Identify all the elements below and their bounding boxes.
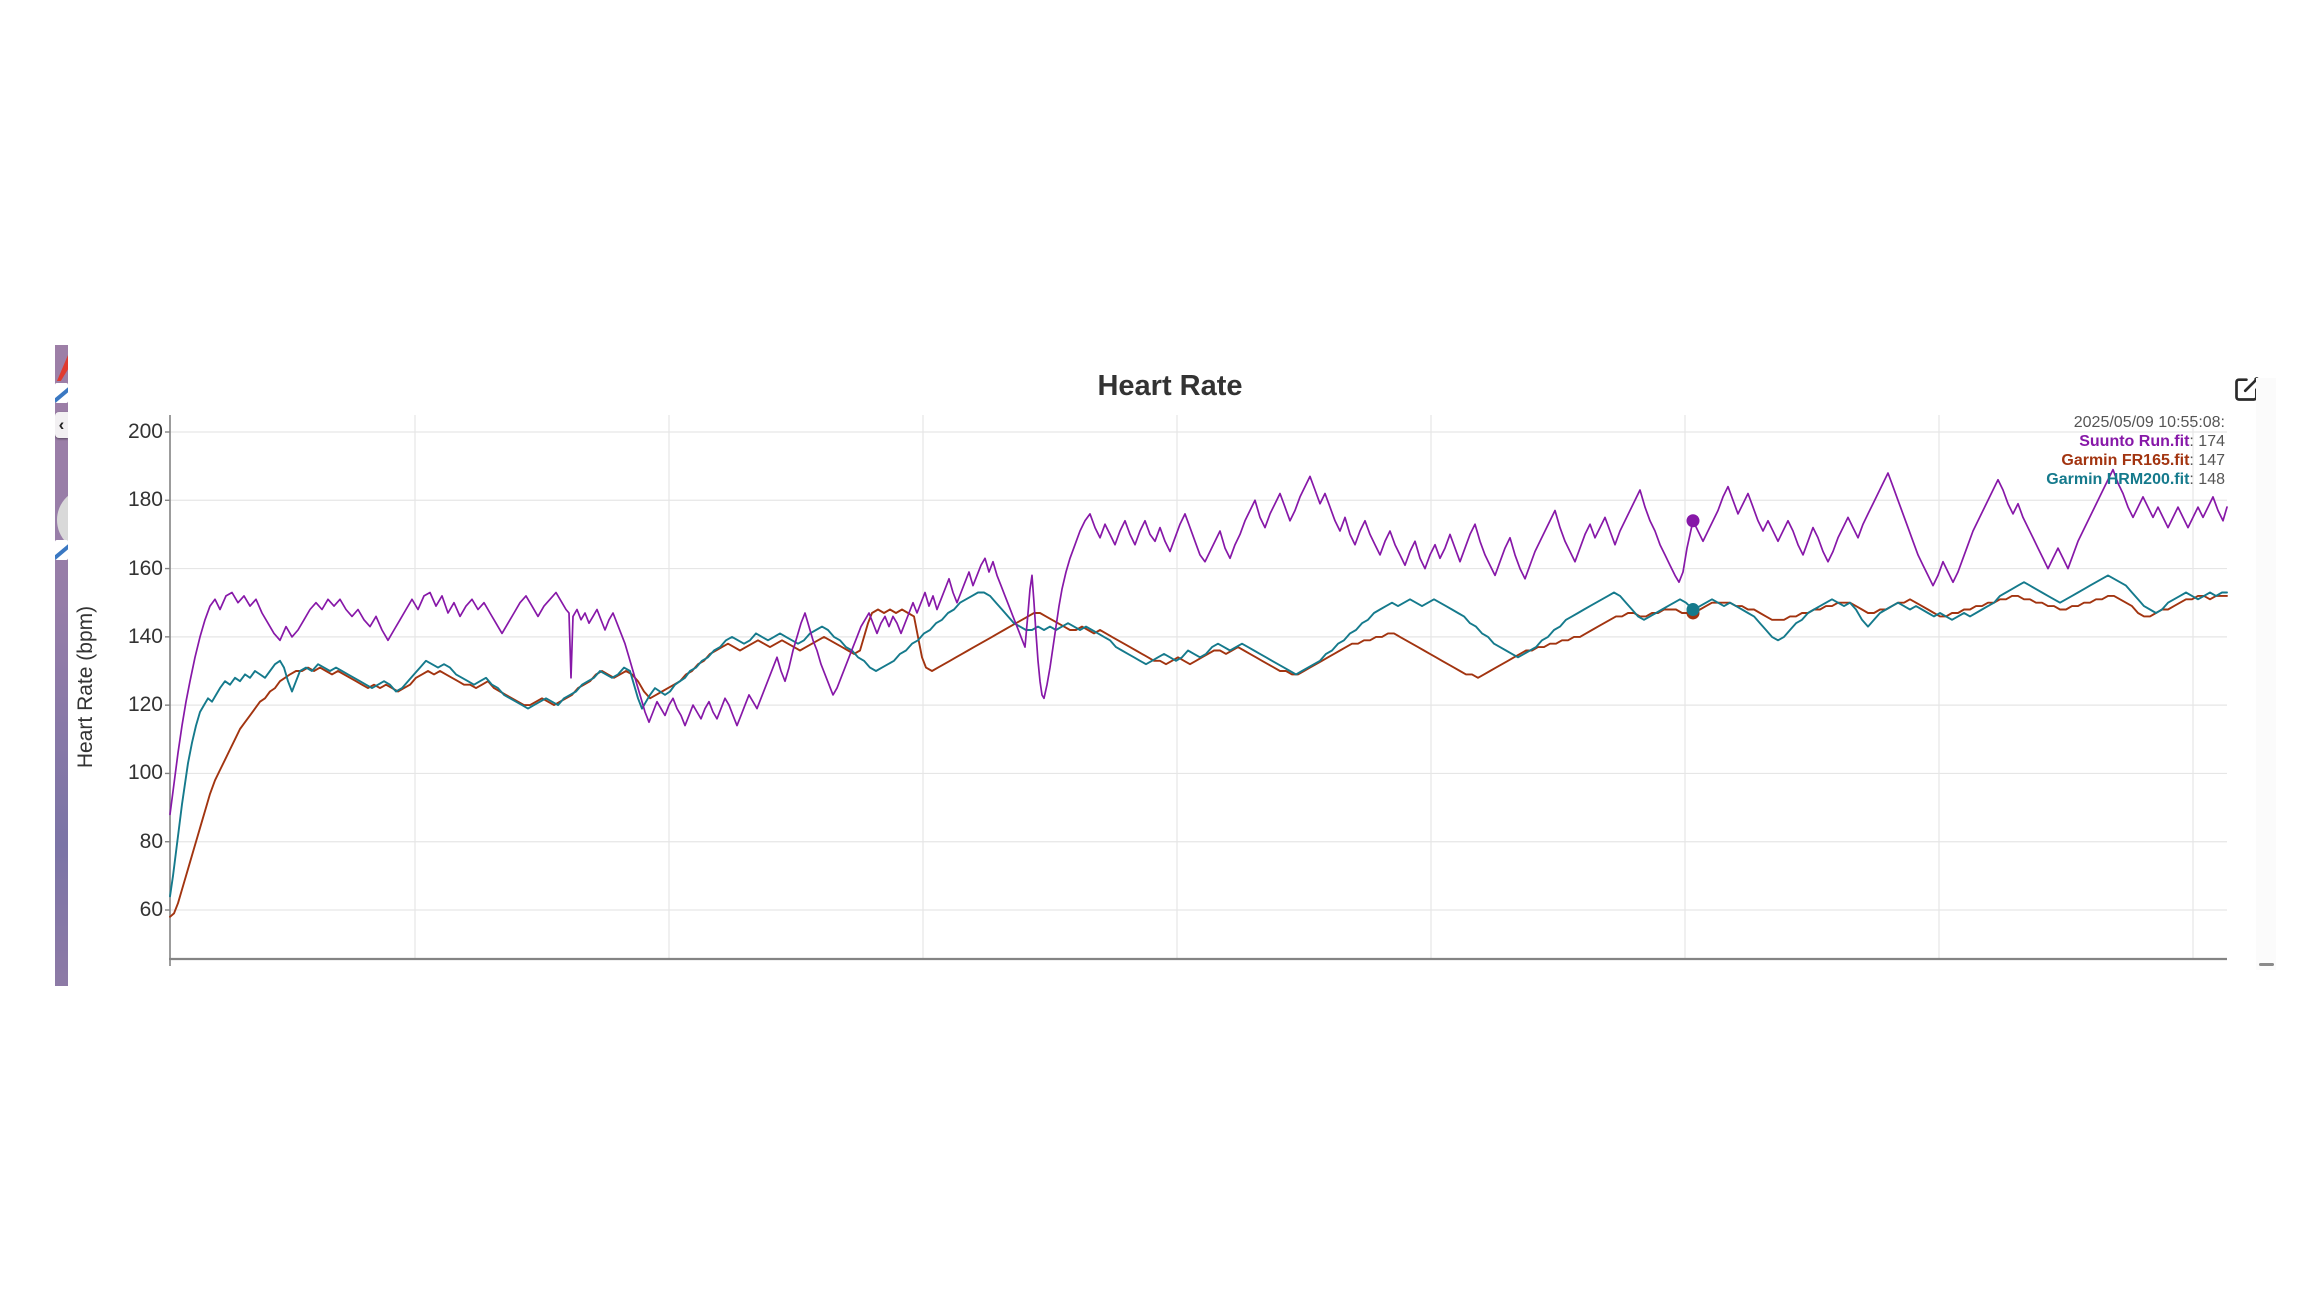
y-tick-label: 140	[127, 624, 163, 648]
panel-collapse-chevron-icon[interactable]: ‹	[55, 412, 68, 438]
map-start-marker-icon	[55, 383, 68, 403]
map-cluster-circle	[57, 488, 68, 552]
hover-tooltip: 2025/05/09 10:55:08: Suunto Run.fit: 174…	[2046, 413, 2225, 489]
tooltip-series-name: Garmin HRM200.fit	[2046, 471, 2190, 488]
hover-marker-dot	[1686, 603, 1700, 617]
y-tick-label: 160	[127, 556, 163, 580]
series-line-suunto-run-fit	[169, 468, 2228, 816]
y-tick-label: 200	[127, 420, 163, 443]
plot-hover-area[interactable]	[170, 415, 2227, 959]
tooltip-series-name: Suunto Run.fit	[2079, 433, 2190, 450]
y-tick-label: 60	[139, 898, 163, 921]
map-end-marker-icon	[55, 540, 68, 560]
chart-title: Heart Rate	[1097, 370, 1243, 402]
tooltip-series-value: : 147	[2189, 452, 2225, 469]
tooltip-row-suunto: Suunto Run.fit: 174	[2046, 432, 2225, 451]
tooltip-timestamp: 2025/05/09 10:55:08:	[2073, 414, 2225, 431]
y-tick-label: 100	[127, 761, 163, 785]
right-scrollbar-track[interactable]	[2256, 378, 2276, 970]
hover-marker-dot	[1686, 514, 1700, 528]
y-tick-label: 180	[127, 488, 163, 512]
tooltip-row-fr165: Garmin FR165.fit: 147	[2046, 451, 2225, 470]
tooltip-series-value: : 174	[2189, 433, 2225, 450]
tooltip-series-value: : 148	[2189, 471, 2225, 488]
y-tick-label: 80	[139, 829, 163, 853]
series-line-garmin-fr165-fit	[169, 594, 2228, 918]
collapsed-map-panel-edge: ‹	[55, 345, 68, 986]
series-line-garmin-hrm200-fit	[169, 574, 2228, 898]
tooltip-series-name: Garmin FR165.fit	[2061, 452, 2190, 469]
y-tick-label: 120	[127, 693, 163, 717]
right-scrollbar-thumb[interactable]	[2259, 963, 2274, 966]
tooltip-row-hrm200: Garmin HRM200.fit: 148	[2046, 470, 2225, 489]
